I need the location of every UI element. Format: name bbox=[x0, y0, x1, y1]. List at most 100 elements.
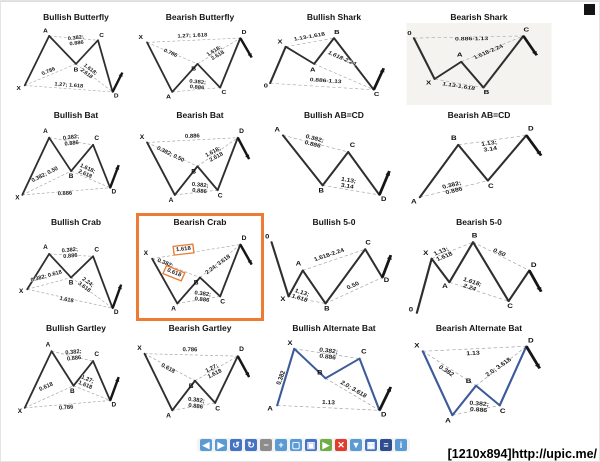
svg-text:1.13: 1.13 bbox=[466, 350, 480, 357]
prev-icon[interactable]: ◀ bbox=[200, 439, 212, 451]
rotate-right-icon[interactable]: ↻ bbox=[245, 439, 257, 451]
point-label-C: C bbox=[99, 32, 104, 39]
ratio-label: 1.13;1.618 bbox=[290, 287, 311, 304]
pattern-diagram: 0.382;0.886 0.618 1.27;1.618 0.786 X A B C D bbox=[18, 341, 120, 415]
ratio-label: 1.618;2.618 bbox=[77, 163, 97, 181]
point-label-B: B bbox=[484, 90, 490, 96]
pattern-title: Bullish Alternate Bat bbox=[292, 323, 376, 333]
svg-text:1.13-1.618: 1.13-1.618 bbox=[442, 81, 477, 92]
ratio-label: 0.382;0.886 bbox=[469, 400, 490, 414]
point-label-A: A bbox=[166, 94, 171, 100]
svg-text:0.786: 0.786 bbox=[41, 66, 57, 76]
point-label-C: C bbox=[524, 27, 530, 33]
pattern-title: Bearish Shark bbox=[450, 12, 508, 22]
pattern-bullish-shark: Bullish Shark 1.13-1.618 1.618-2.24 0.886-1… bbox=[263, 9, 405, 107]
top-border-line bbox=[1, 1, 599, 2]
point-label-X: X bbox=[140, 134, 145, 141]
point-label-C: C bbox=[361, 349, 366, 355]
next-icon[interactable]: ▶ bbox=[215, 439, 227, 451]
svg-text:1.27; 1.618: 1.27; 1.618 bbox=[177, 33, 207, 40]
pattern-title: Bearish 5-0 bbox=[456, 217, 502, 227]
download-icon[interactable]: ▼ bbox=[350, 439, 362, 451]
zoom-out-icon[interactable]: − bbox=[260, 439, 272, 451]
ratio-label: 1.13;3.14 bbox=[480, 139, 499, 154]
pattern-title: Bullish Shark bbox=[306, 12, 362, 22]
svg-text:1.13;3.14: 1.13;3.14 bbox=[481, 139, 499, 153]
ratio-label: 1.13;1.618 bbox=[432, 246, 455, 263]
point-label-D: D bbox=[242, 235, 247, 242]
svg-text:0.786: 0.786 bbox=[182, 347, 198, 353]
svg-text:2.24; 3.618: 2.24; 3.618 bbox=[205, 254, 232, 276]
ratio-label: 1.27; 1.618 bbox=[54, 81, 84, 89]
point-label-C: C bbox=[507, 303, 513, 310]
point-label-B: B bbox=[191, 169, 196, 176]
point-label-X: X bbox=[287, 340, 292, 346]
info-icon[interactable]: i bbox=[395, 439, 407, 451]
zoom-in-icon[interactable]: + bbox=[275, 439, 287, 451]
svg-text:0.382: 0.382 bbox=[437, 364, 456, 378]
close-icon[interactable]: ✕ bbox=[335, 439, 347, 451]
ratio-label: 0.382 bbox=[436, 364, 456, 379]
point-label-A: A bbox=[43, 128, 48, 135]
pattern-title: Bearish AB=CD bbox=[447, 110, 511, 120]
slideshow-icon[interactable]: ▶ bbox=[320, 439, 332, 451]
point-label-A: A bbox=[445, 416, 452, 424]
pattern-bullish-gartley: Bullish Gartley 0.382;0.886 0.618 1.27;1.61… bbox=[15, 320, 137, 430]
ratio-label: 0.786 bbox=[41, 66, 57, 77]
ratio-label: 0.382;0.886 bbox=[187, 396, 205, 411]
svg-text:1.618: 1.618 bbox=[59, 296, 74, 304]
svg-text:1.13;1.618: 1.13;1.618 bbox=[432, 246, 455, 263]
pattern-bearish-butterfly: Bearish Butterfly 1.27; 1.618 0.786 1.618;2… bbox=[137, 9, 263, 107]
point-label-A: A bbox=[457, 52, 463, 58]
point-label-C: C bbox=[488, 182, 494, 189]
ratio-label: 1.618 bbox=[59, 296, 75, 305]
ratio-label: 1.13 bbox=[466, 350, 481, 358]
point-label-0: 0 bbox=[265, 234, 269, 240]
point-label-A: A bbox=[411, 198, 417, 205]
point-label-A: A bbox=[442, 283, 448, 290]
pattern-title: Bullish 5-0 bbox=[312, 217, 356, 227]
point-label-C: C bbox=[500, 406, 506, 414]
pattern-diagram: 1.13;3.14 0.382;0.886 A B C D bbox=[411, 125, 543, 205]
pattern-diagram: 0.382;0.886 1.13;3.14 A B C D bbox=[274, 127, 391, 203]
fit-screen-icon[interactable]: ▢ bbox=[290, 439, 302, 451]
point-label-A: A bbox=[46, 341, 51, 348]
pattern-bearish-crab: Bearish Crab 1.618 0.382; 0.618 2.24; 3.618 0… bbox=[136, 213, 264, 321]
point-label-D: D bbox=[531, 262, 537, 269]
point-label-D: D bbox=[114, 93, 119, 100]
svg-text:0.886-1.13: 0.886-1.13 bbox=[309, 78, 342, 85]
ratio-label: 0.618 bbox=[162, 264, 186, 282]
pattern-title: Bearish Gartley bbox=[168, 323, 232, 333]
actual-size-icon[interactable]: ▣ bbox=[305, 439, 317, 451]
pattern-bullish-5-0: Bullish 5-0 1.618-2.24 1.13;1.618 0.50 0 X A B C… bbox=[263, 214, 405, 320]
point-label-D: D bbox=[111, 189, 116, 196]
point-label-C: C bbox=[220, 299, 225, 306]
point-label-C: C bbox=[222, 89, 227, 95]
ratio-label: 0.382;0.886 bbox=[318, 346, 338, 361]
rotate-left-icon[interactable]: ↺ bbox=[230, 439, 242, 451]
svg-text:1.27;1.618: 1.27;1.618 bbox=[77, 374, 96, 391]
save-icon[interactable]: ▦ bbox=[365, 439, 377, 451]
pattern-bullish-crab: Bullish Crab 0.382;0.886 0.382; 0.618 2.24;… bbox=[15, 214, 137, 320]
point-label-0: 0 bbox=[409, 306, 413, 313]
point-label-B: B bbox=[472, 232, 478, 239]
pattern-title: Bearish Crab bbox=[173, 217, 227, 227]
pattern-title: Bearish Bat bbox=[176, 110, 224, 120]
svg-text:1.13: 1.13 bbox=[322, 399, 336, 406]
pattern-diagram: 1.13;1.618 0.50 1.618;2.24 0 X A B C D bbox=[409, 232, 543, 314]
point-label-D: D bbox=[384, 278, 389, 284]
ratio-label: 0.886 bbox=[57, 190, 72, 197]
ratio-label: 0.382;0.886 bbox=[67, 34, 85, 47]
ratio-label: 0.382; 0.618 bbox=[30, 269, 63, 284]
print-icon[interactable]: ≡ bbox=[380, 439, 392, 451]
ratio-label: 1.618;2.618 bbox=[78, 63, 98, 81]
svg-text:0.618: 0.618 bbox=[39, 381, 55, 393]
ratio-label: 1.27;1.618 bbox=[77, 374, 96, 391]
point-label-B: B bbox=[69, 173, 74, 180]
svg-text:0.618: 0.618 bbox=[160, 363, 177, 376]
pattern-title: Bullish Gartley bbox=[46, 323, 106, 333]
svg-text:0.382;0.886: 0.382;0.886 bbox=[67, 34, 85, 47]
point-label-C: C bbox=[94, 247, 99, 254]
